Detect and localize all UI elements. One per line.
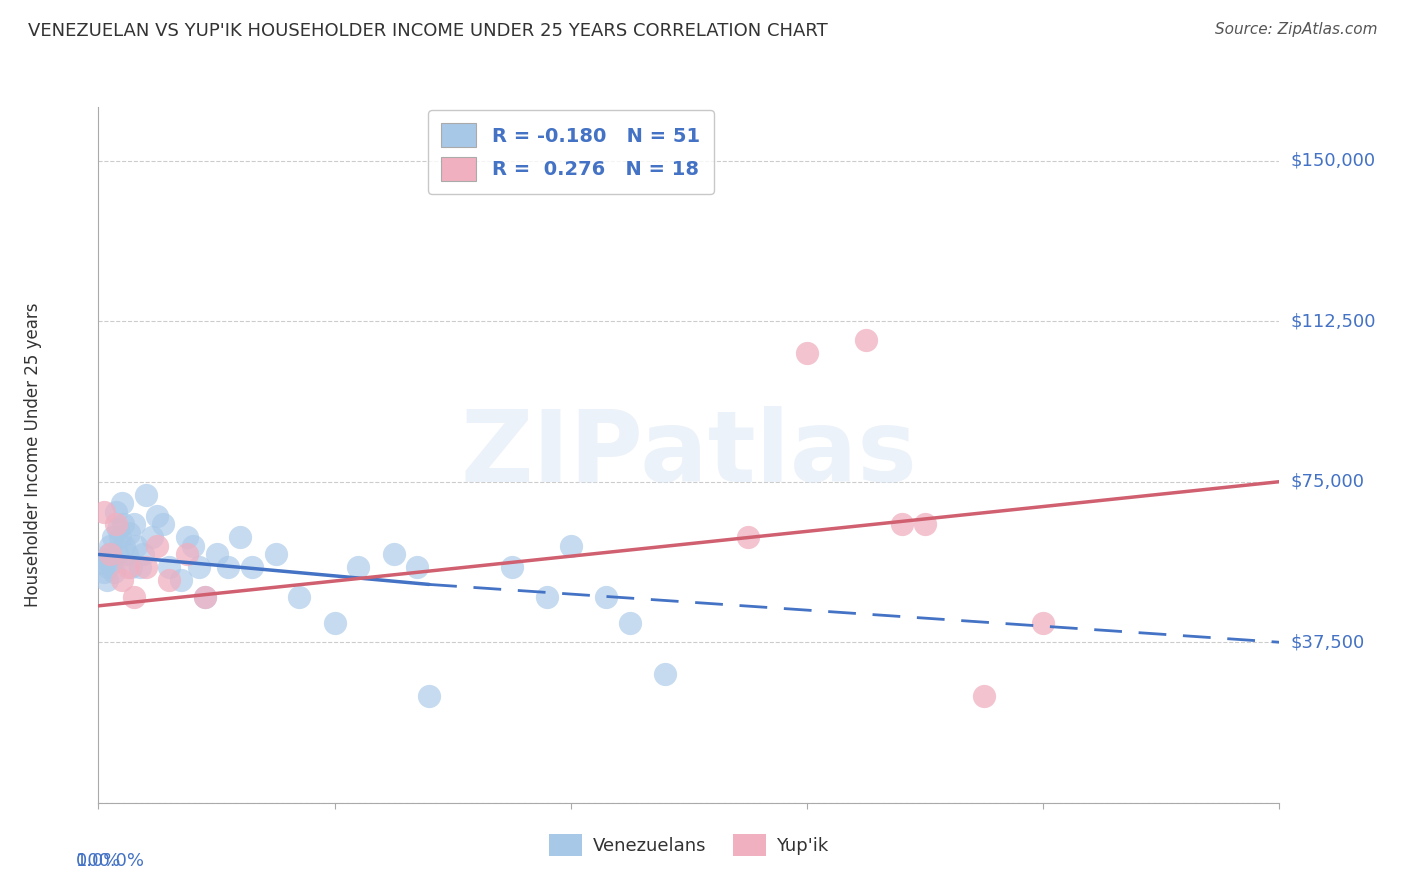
Point xyxy=(170,573,193,587)
Point xyxy=(382,548,405,562)
Point xyxy=(122,517,145,532)
Text: 100.0%: 100.0% xyxy=(76,852,145,870)
Point xyxy=(105,548,128,562)
Legend: Venezuelans, Yup'ik: Venezuelans, Yup'ik xyxy=(541,827,837,863)
Point xyxy=(105,505,128,519)
Point xyxy=(107,522,129,536)
Point xyxy=(654,667,676,681)
Point xyxy=(105,517,128,532)
Point xyxy=(141,530,163,544)
Point xyxy=(115,548,138,562)
Point xyxy=(93,565,115,579)
Point xyxy=(97,560,120,574)
Point xyxy=(1032,615,1054,630)
Text: $75,000: $75,000 xyxy=(1291,473,1365,491)
Point xyxy=(132,548,155,562)
Text: ZIPatlas: ZIPatlas xyxy=(461,407,917,503)
Text: $37,500: $37,500 xyxy=(1291,633,1365,651)
Point xyxy=(181,539,204,553)
Point xyxy=(100,556,122,570)
Point xyxy=(194,591,217,605)
Point xyxy=(176,548,198,562)
Point xyxy=(187,560,209,574)
Point xyxy=(501,560,523,574)
Point xyxy=(111,573,134,587)
Text: $112,500: $112,500 xyxy=(1291,312,1376,330)
Point xyxy=(146,539,169,553)
Point xyxy=(560,539,582,553)
Point xyxy=(855,334,877,348)
Point xyxy=(194,591,217,605)
Point xyxy=(103,565,125,579)
Point xyxy=(98,548,121,562)
Point xyxy=(117,560,139,574)
Point xyxy=(128,560,150,574)
Point xyxy=(98,548,121,562)
Point xyxy=(152,517,174,532)
Point xyxy=(323,615,346,630)
Text: $150,000: $150,000 xyxy=(1291,152,1375,169)
Point xyxy=(112,539,135,553)
Point xyxy=(536,591,558,605)
Point xyxy=(146,508,169,523)
Point xyxy=(205,548,228,562)
Point xyxy=(240,560,263,574)
Text: Source: ZipAtlas.com: Source: ZipAtlas.com xyxy=(1215,22,1378,37)
Point xyxy=(98,539,121,553)
Point xyxy=(93,505,115,519)
Point xyxy=(125,539,148,553)
Point xyxy=(108,530,131,544)
Point xyxy=(406,560,429,574)
Point xyxy=(118,526,141,541)
Point xyxy=(229,530,252,544)
Point xyxy=(914,517,936,532)
Point xyxy=(94,551,117,566)
Point xyxy=(418,689,440,703)
Point xyxy=(890,517,912,532)
Point xyxy=(176,530,198,544)
Point xyxy=(347,560,370,574)
Point xyxy=(111,496,134,510)
Point xyxy=(101,530,124,544)
Text: VENEZUELAN VS YUP'IK HOUSEHOLDER INCOME UNDER 25 YEARS CORRELATION CHART: VENEZUELAN VS YUP'IK HOUSEHOLDER INCOME … xyxy=(28,22,828,40)
Point xyxy=(121,560,143,574)
Text: Householder Income Under 25 years: Householder Income Under 25 years xyxy=(24,302,42,607)
Point xyxy=(112,517,135,532)
Point xyxy=(595,591,617,605)
Point xyxy=(122,591,145,605)
Point xyxy=(973,689,995,703)
Point xyxy=(619,615,641,630)
Point xyxy=(135,487,157,501)
Text: 0.0%: 0.0% xyxy=(76,852,121,870)
Point xyxy=(157,560,180,574)
Point xyxy=(135,560,157,574)
Point xyxy=(91,556,114,570)
Point xyxy=(264,548,287,562)
Point xyxy=(288,591,311,605)
Point xyxy=(737,530,759,544)
Point xyxy=(157,573,180,587)
Point xyxy=(796,346,818,360)
Point xyxy=(217,560,239,574)
Point xyxy=(96,573,118,587)
